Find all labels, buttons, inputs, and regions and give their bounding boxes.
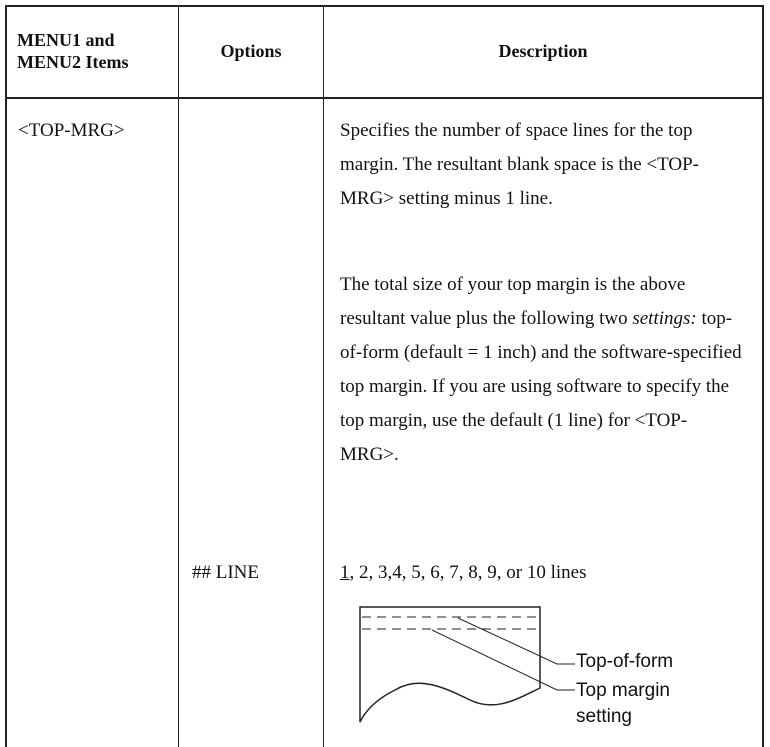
option: ## LINE	[192, 562, 260, 583]
text: , 2, 3,4, 5, 6, 7, 8, 9, or 10 lines	[349, 562, 587, 583]
leader	[431, 629, 575, 691]
border	[178, 5, 179, 747]
text: top-of-form (default = 1 inch) and the s…	[340, 308, 742, 465]
leader	[457, 617, 575, 665]
border	[5, 97, 764, 99]
header-cell: Description	[498, 41, 588, 61]
header-cell: Options	[220, 41, 282, 61]
item: <TOP-MRG>	[18, 120, 125, 141]
border	[762, 5, 764, 747]
text: Specifies the number of space lines for …	[340, 120, 699, 209]
paragraph: Specifies the number of space lines for …	[340, 114, 750, 216]
diagram-label: Top margin setting	[576, 680, 670, 727]
border	[5, 5, 764, 7]
border	[5, 5, 7, 747]
border	[323, 5, 324, 747]
paragraph: The total size of your top margin is the…	[340, 268, 745, 472]
option-values: 1, 2, 3,4, 5, 6, 7, 8, 9, or 10 lines	[340, 556, 586, 590]
text: settings:	[632, 308, 697, 329]
text: The total size of your top margin is the…	[340, 274, 686, 329]
header-cell: MENU1 and MENU2 Items	[17, 30, 129, 72]
text: 1	[340, 562, 350, 583]
diagram-label: Top-of-form	[576, 651, 674, 672]
paper	[359, 606, 541, 723]
